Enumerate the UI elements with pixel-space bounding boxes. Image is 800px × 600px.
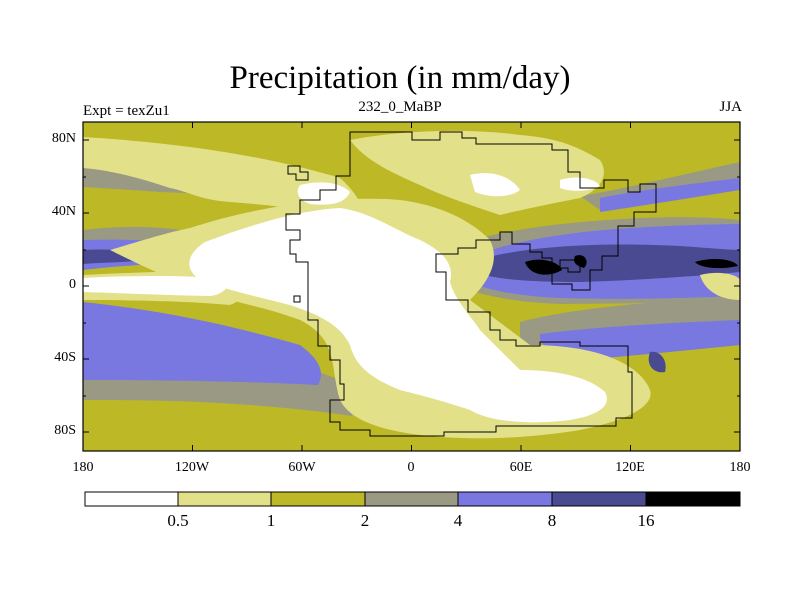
lat-tick-marks [83,139,740,433]
colorbar-swatch-1 [177,491,272,507]
light-north-continent [350,130,604,215]
colorbar [84,491,741,507]
lat-tick-label: 40N [51,204,76,219]
light-right-coast [700,272,740,300]
colorbar-label: 8 [547,511,557,530]
lon-tick-label: 60E [509,460,533,475]
white-north-patches [297,177,600,205]
colorbar-label: 2 [360,511,370,530]
lat-tick-label: 40S [54,350,76,365]
white-east-patches [470,173,520,197]
paleo-coastline [285,131,657,437]
lon-tick-label: 180 [729,460,751,475]
colorbar-swatch-6 [645,491,741,507]
blue-southwest-indian [540,320,740,360]
white-west-strip [83,275,230,296]
lon-tick-label: 60W [288,460,316,475]
colorbar-label: 16 [637,511,655,530]
northern-island [287,165,309,181]
black-core-3 [695,259,738,269]
colorbar-label: 1 [266,511,276,530]
colorbar-label: 4 [453,511,463,530]
blue-nh-pacific [600,178,740,212]
small-island [293,295,301,303]
lon-tick-label: 120E [615,460,645,475]
experiment-label: Expt = texZu1 [83,103,170,119]
colorbar-swatch-4 [457,491,553,507]
colorbar-swatch-3 [364,491,459,507]
white-pangea-interior [189,208,607,423]
plot-title: Precipitation (in mm/day) [229,60,571,96]
colorbar-swatch-5 [551,491,647,507]
darkblue-south-spot [648,351,666,373]
light-nh-strip [83,137,362,220]
black-core-1 [525,259,562,275]
colorbar-label: 0.5 [167,511,189,530]
lon-tick-marks [82,122,741,451]
period-label: 232_0_MaBP [358,99,442,115]
colorbar-swatch-2 [270,491,366,507]
lon-tick-label: 0 [407,460,415,475]
lon-tick-label: 120W [174,460,210,475]
blue-south-pacific [83,302,321,385]
season-label: JJA [719,99,742,115]
lat-tick-label: 0 [69,277,76,292]
lat-tick-label: 80S [54,423,76,438]
lat-tick-label: 80N [51,131,76,146]
lon-tick-label: 180 [72,460,94,475]
colorbar-swatch-0 [84,491,179,507]
precipitation-field [83,122,740,451]
east-island [559,259,581,273]
